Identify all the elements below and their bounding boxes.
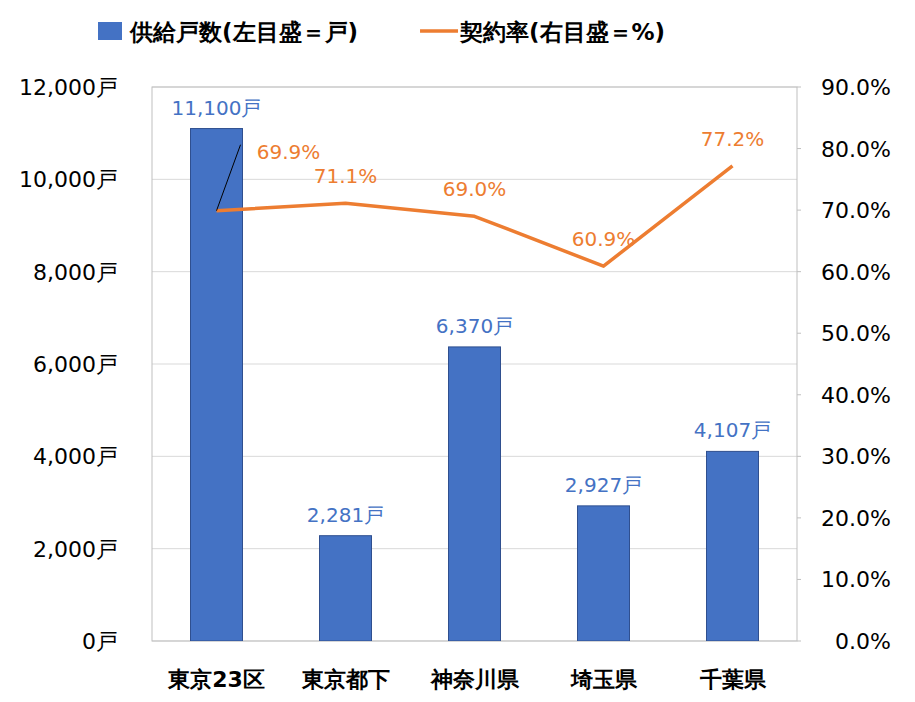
y2-tick <box>797 579 801 580</box>
grid-line <box>152 271 797 272</box>
y-tick-label: 0戸 <box>82 629 118 654</box>
line-label: 71.1% <box>314 164 378 188</box>
legend-label: 供給戸数(左目盛＝戸) <box>129 19 358 45</box>
bar <box>578 506 630 641</box>
y2-tick-label: 0.0% <box>835 629 891 654</box>
x-tick-label: 千葉県 <box>699 667 767 692</box>
line-label: 69.0% <box>443 177 507 201</box>
y-tick-label: 10,000戸 <box>19 167 118 192</box>
line-label: 77.2% <box>701 127 765 151</box>
y2-tick <box>797 394 801 395</box>
y2-tick <box>797 271 801 272</box>
line-label: 60.9% <box>572 227 636 251</box>
y2-tick <box>797 210 801 211</box>
bar-label: 2,281戸 <box>307 503 384 527</box>
y2-tick <box>797 456 801 457</box>
chart: 0戸 2,000戸 4,000戸 6,000戸 8,000戸 10,000戸 12,000戸… <box>0 0 915 702</box>
y2-tick-label: 20.0% <box>821 506 891 531</box>
y2-tick <box>797 87 801 88</box>
y-tick-label: 12,000戸 <box>19 75 118 100</box>
bar-label: 11,100戸 <box>172 96 262 120</box>
y2-tick-label: 90.0% <box>821 75 891 100</box>
y2-tick <box>797 333 801 334</box>
y2-tick-label: 50.0% <box>821 321 891 346</box>
y-tick-label: 8,000戸 <box>33 260 118 285</box>
y2-tick <box>797 641 801 642</box>
bar <box>449 347 501 641</box>
leader-line <box>217 145 241 211</box>
y2-tick-label: 70.0% <box>821 198 891 223</box>
line <box>217 166 733 266</box>
x-tick-label: 埼玉県 <box>570 667 638 692</box>
line-label: 69.9% <box>257 140 321 164</box>
legend: 供給戸数(左目盛＝戸) 契約率(右目盛＝%) <box>98 19 665 45</box>
bar-label: 2,927戸 <box>565 473 642 497</box>
bar <box>191 129 243 641</box>
y-tick-label: 6,000戸 <box>33 352 118 377</box>
y2-tick-label: 30.0% <box>821 444 891 469</box>
bar <box>320 536 372 641</box>
x-tick-label: 神奈川県 <box>430 667 520 692</box>
x-tick-label: 東京23区 <box>167 667 265 692</box>
bar-label: 4,107戸 <box>694 418 771 442</box>
y2-tick <box>797 148 801 149</box>
labels: 11,100戸 2,281戸 6,370戸 2,927戸 4,107戸 69.9%71.1… <box>172 96 772 527</box>
y2-tick-label: 60.0% <box>821 260 891 285</box>
x-tick-label: 東京都下 <box>301 667 390 692</box>
bar <box>707 451 759 641</box>
y2-tick <box>797 517 801 518</box>
legend-label: 契約率(右目盛＝%) <box>459 19 665 45</box>
y2-tick-label: 40.0% <box>821 383 891 408</box>
legend-swatch <box>420 29 458 33</box>
bar-label: 6,370戸 <box>436 314 513 338</box>
legend-swatch <box>98 22 122 40</box>
y2-tick-label: 80.0% <box>821 137 891 162</box>
y-tick-label: 2,000戸 <box>33 537 118 562</box>
y2-tick-label: 10.0% <box>821 567 891 592</box>
marks <box>191 129 759 641</box>
plot-frame <box>152 87 797 641</box>
y-tick-label: 4,000戸 <box>33 444 118 469</box>
